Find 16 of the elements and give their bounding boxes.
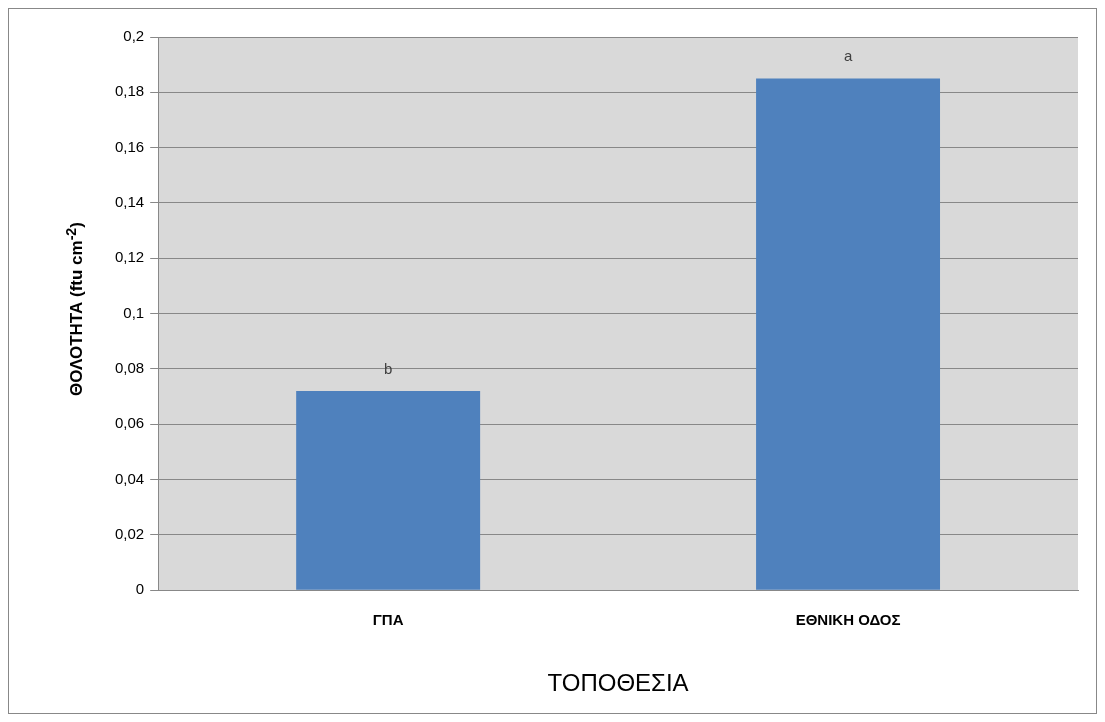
annotation: a (843, 47, 853, 65)
y-tick-label: 0,02 (114, 525, 145, 543)
y-tick-label: 0,14 (114, 193, 145, 211)
y-tick-label: 0,12 (114, 248, 145, 266)
x-axis-title: ΤΟΠΟΘΕΣΙΑ (547, 669, 689, 697)
x-tick-label: ΕΘΝΙΚΗ ΟΔΟΣ (795, 611, 901, 629)
y-tick-label: 0,08 (114, 359, 145, 377)
y-tick-label: 0 (135, 580, 145, 598)
y-tick-label: 0,06 (114, 414, 145, 432)
x-tick-label: ΓΠΑ (372, 611, 404, 629)
y-tick-label: 0,04 (114, 469, 145, 487)
y-tick-label: 0,18 (114, 82, 145, 100)
y-tick-label: 0,2 (123, 27, 145, 45)
y-tick-label: 0,16 (114, 137, 145, 155)
y-tick-label: 0,1 (123, 303, 145, 321)
annotation: b (383, 359, 393, 377)
